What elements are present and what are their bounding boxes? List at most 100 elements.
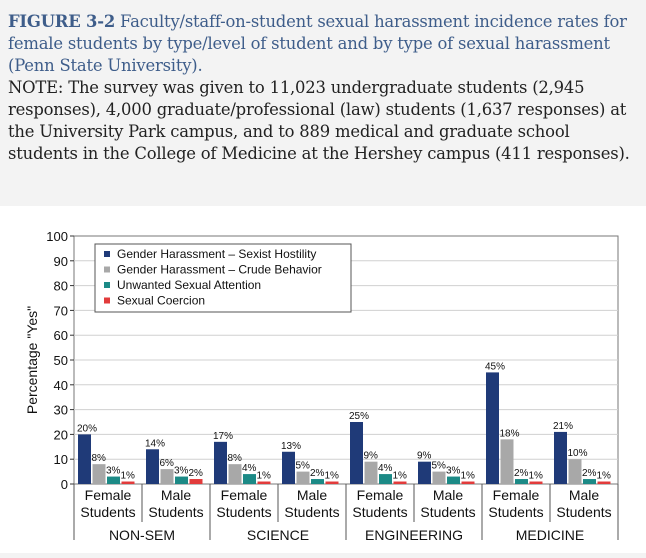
bar-data-label: 9% [417,451,432,462]
bar-data-label: 1% [597,471,612,482]
x-group-label: MEDICINE [516,527,584,543]
legend-label: Sexual Coercion [117,294,205,308]
bar-data-label: 14% [145,438,165,449]
bar [296,471,310,484]
bar-data-label: 8% [92,453,107,464]
bar [461,481,475,484]
y-tick-label: 20 [54,427,68,442]
x-category-label: Students [488,504,543,520]
y-tick-label: 10 [54,452,68,467]
bar-data-label: 3% [174,466,189,477]
bar [214,441,227,484]
bar-data-label: 2% [514,468,529,479]
y-tick-label: 100 [46,229,68,244]
y-tick-label: 0 [61,477,68,492]
bar [311,479,324,484]
bar-data-label: 1% [121,471,136,482]
y-tick-label: 40 [54,378,68,393]
legend-label: Unwanted Sexual Attention [117,278,261,292]
bar [228,464,242,484]
bar-data-label: 1% [257,471,272,482]
bar-data-label: 17% [213,431,233,442]
bar-data-label: 4% [242,463,257,474]
bar-data-label: 9% [364,451,379,462]
bar-data-label: 6% [160,458,175,469]
bar-data-label: 20% [77,423,97,434]
bar [500,439,514,484]
legend-swatch [104,282,110,288]
bar [350,422,363,484]
y-tick-label: 70 [54,303,68,318]
x-category-label: Students [216,504,271,520]
bar [418,461,431,484]
x-group-label: ENGINEERING [365,527,463,543]
bar-data-label: 8% [228,453,243,464]
x-group-label: SCIENCE [247,527,309,543]
bar [554,431,567,484]
bar-data-label: 2% [189,468,204,479]
legend-box [94,243,352,313]
bar-data-label: 25% [349,411,369,422]
y-tick-label: 80 [54,279,68,294]
bar [243,474,256,484]
chart-container: 0 10 20 30 40 50 60 70 80 90 100 Percentage "Yes" 20… [0,206,646,553]
bar-data-label: 3% [106,466,121,477]
x-category-label: Students [420,504,475,520]
bar [282,451,295,484]
bar [160,469,174,484]
figure-note: NOTE: The survey was given to 11,023 und… [8,78,630,163]
bar [189,479,203,484]
y-tick-label: 50 [54,353,68,368]
figure-title-text: Faculty/staff-on-student sexual harassme… [8,12,627,75]
bar-data-label: 5% [296,461,311,472]
x-category-label: Male [433,487,464,503]
x-category-label: Female [493,487,540,503]
x-group-label: NON-SEM [109,527,175,543]
bar [78,434,91,484]
figure-label: FIGURE 3-2 [8,12,116,31]
y-tick-label: 60 [54,328,68,343]
bar [529,481,543,484]
x-category-label: Students [556,504,611,520]
bar [486,372,499,484]
bar-data-label: 21% [553,421,573,432]
x-category-label: Students [284,504,339,520]
bar-data-label: 3% [446,466,461,477]
bar-data-label: 2% [310,468,325,479]
bar [325,481,339,484]
bar [583,479,596,484]
bar [107,476,120,484]
bar [175,476,188,484]
bar-data-label: 1% [529,471,544,482]
legend-label: Gender Harassment – Crude Behavior [117,263,322,277]
bar-data-label: 10% [568,448,588,459]
legend-swatch [104,297,110,304]
bar [92,464,106,484]
bar [121,481,135,484]
y-tick-label: 90 [54,254,68,269]
bar-data-label: 18% [500,428,520,439]
x-category-label: Female [85,487,132,503]
bar [393,481,407,484]
x-category-label: Students [80,504,135,520]
x-category-label: Male [569,487,600,503]
x-category-label: Female [357,487,404,503]
bar-chart: 0 10 20 30 40 50 60 70 80 90 100 Percentage "Yes" 20… [24,229,619,543]
bar [597,481,611,484]
bar-data-label: 4% [378,463,393,474]
x-category-label: Students [352,504,407,520]
x-category-label: Male [297,487,328,503]
x-category-label: Students [148,504,203,520]
y-tick-label: 30 [54,403,68,418]
bar [146,449,159,484]
x-category-label: Male [161,487,192,503]
x-category-label: Female [221,487,268,503]
bar-data-label: 1% [461,471,476,482]
bar [379,474,392,484]
bar-data-label: 1% [393,471,408,482]
legend-swatch [104,266,110,273]
bar [364,461,378,484]
figure-title: FIGURE 3-2 Faculty/staff-on-student sexu… [8,12,627,75]
bar-data-label: 13% [281,441,301,452]
bar-data-label: 45% [485,361,505,372]
